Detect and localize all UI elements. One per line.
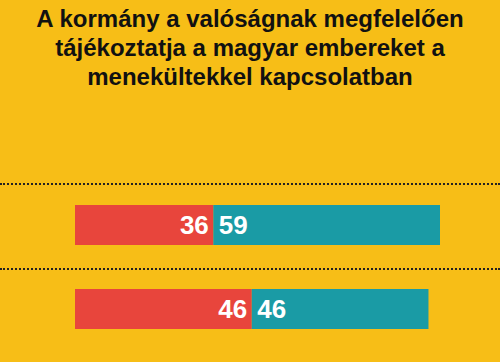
html-text:A kormány a valóságnak megfele: A kormány a valóságnak megfelelően tájék…	[36, 5, 464, 90]
svg-text:59: 59	[219, 210, 248, 240]
svg-text:46: 46	[257, 294, 286, 324]
svg-text:36: 36	[180, 210, 209, 240]
svg-text:46: 46	[218, 294, 247, 324]
